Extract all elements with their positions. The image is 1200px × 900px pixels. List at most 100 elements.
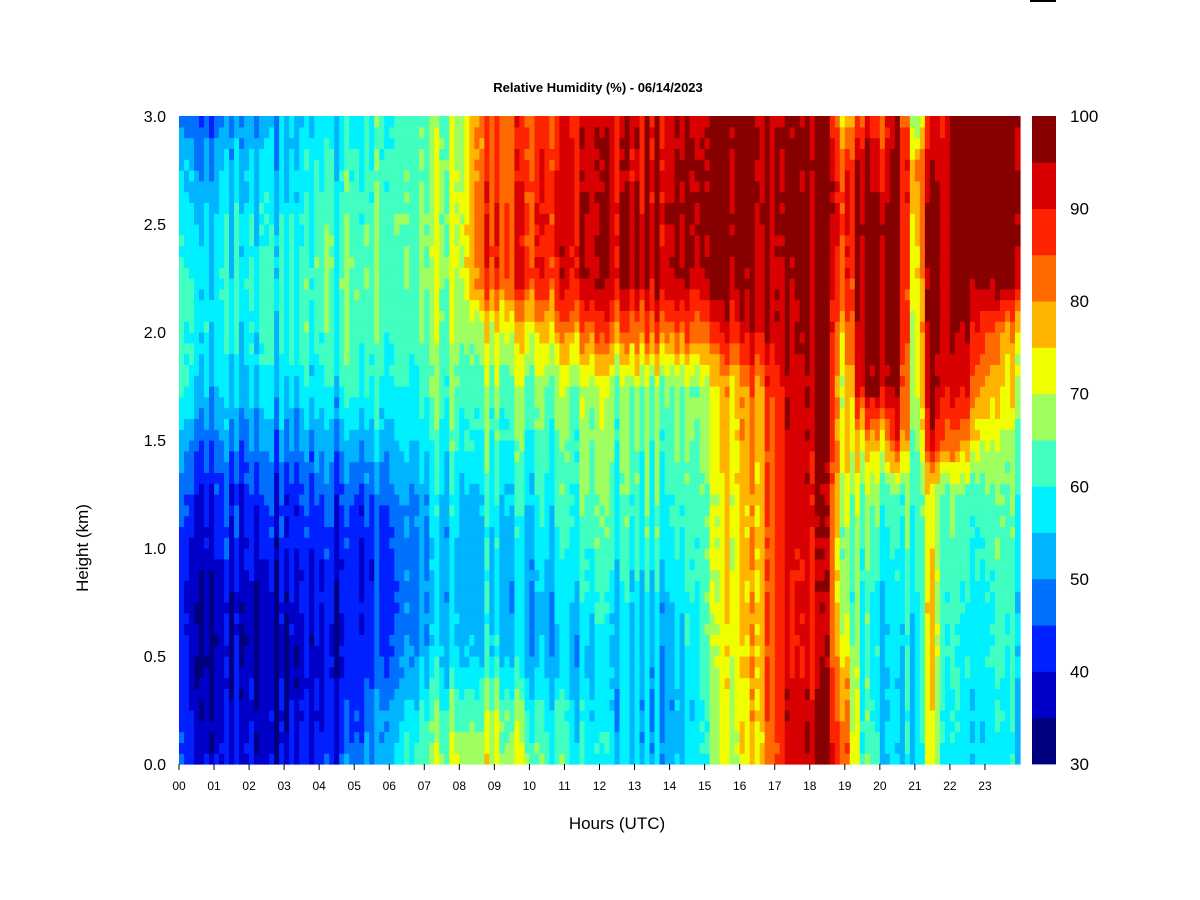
heatmap-cell — [219, 656, 225, 668]
heatmap-cell — [369, 234, 375, 247]
heatmap-cell — [214, 418, 220, 430]
heatmap-cell — [324, 213, 330, 225]
heatmap-cell — [394, 353, 400, 365]
heatmap-cell — [204, 753, 210, 765]
heatmap-cell — [389, 666, 395, 679]
heatmap-cell — [219, 677, 225, 689]
heatmap-cell — [454, 515, 460, 527]
heatmap-cell — [529, 494, 536, 506]
heatmap-cell — [539, 710, 546, 722]
heatmap-cell — [414, 148, 420, 160]
heatmap-cell — [214, 256, 220, 268]
heatmap-cell — [274, 288, 280, 301]
heatmap-cell — [284, 483, 290, 495]
heatmap-cell — [249, 623, 255, 635]
heatmap-cell — [429, 342, 435, 355]
heatmap-cell — [494, 407, 500, 419]
heatmap-cell — [274, 407, 280, 419]
heatmap-cell — [359, 569, 365, 581]
heatmap-cell — [539, 558, 546, 571]
heatmap-cell — [494, 504, 500, 517]
heatmap-cell — [299, 461, 305, 473]
heatmap-cell — [319, 159, 325, 171]
heatmap-cell — [494, 224, 500, 236]
heatmap-cell — [304, 558, 310, 571]
heatmap-cell — [354, 710, 360, 722]
heatmap-cell — [329, 418, 335, 430]
heatmap-cell — [384, 299, 390, 311]
heatmap-cell — [369, 256, 375, 268]
heatmap-cell — [184, 213, 190, 225]
heatmap-cell — [554, 299, 561, 311]
heatmap-cell — [319, 440, 325, 452]
heatmap-cell — [244, 677, 250, 689]
heatmap-cell — [334, 234, 340, 247]
heatmap-cell — [349, 666, 355, 679]
heatmap-cell — [294, 386, 300, 398]
heatmap-cell — [284, 256, 290, 268]
heatmap-cell — [234, 418, 240, 430]
heatmap-cell — [194, 288, 200, 301]
heatmap-cell — [339, 483, 345, 495]
heatmap-cell — [409, 472, 415, 484]
heatmap-cell — [504, 623, 510, 635]
heatmap-cell — [514, 699, 521, 711]
heatmap-cell — [359, 299, 365, 311]
heatmap-cell — [469, 342, 475, 355]
heatmap-cell — [554, 677, 561, 689]
heatmap-cell — [319, 612, 325, 625]
heatmap-cell — [284, 645, 290, 657]
heatmap-cell — [394, 656, 400, 668]
heatmap-cell — [269, 634, 275, 646]
heatmap-cell — [479, 364, 485, 376]
heatmap-cell — [479, 504, 485, 517]
heatmap-cell — [224, 710, 230, 722]
heatmap-cell — [354, 472, 360, 484]
heatmap-cell — [544, 310, 551, 322]
heatmap-cell — [214, 731, 220, 743]
heatmap-cell — [539, 537, 546, 549]
heatmap-cell — [304, 278, 310, 290]
heatmap-cell — [364, 191, 370, 203]
heatmap-cell — [469, 332, 475, 344]
heatmap-cell — [529, 429, 536, 441]
heatmap-cell — [209, 569, 215, 581]
heatmap-cell — [454, 656, 460, 668]
heatmap-cell — [499, 710, 505, 722]
heatmap-cell — [404, 483, 410, 495]
heatmap-cell — [559, 656, 566, 668]
heatmap-cell — [344, 569, 350, 581]
heatmap-cell — [539, 396, 546, 409]
heatmap-cell — [544, 548, 551, 560]
heatmap-cell — [194, 634, 200, 646]
heatmap-cell — [289, 612, 295, 625]
heatmap-cell — [399, 526, 405, 538]
heatmap-cell — [264, 418, 270, 430]
heatmap-cell — [309, 677, 315, 689]
heatmap-cell — [494, 299, 500, 311]
heatmap-cell — [394, 742, 400, 754]
heatmap-cell — [399, 159, 405, 171]
heatmap-cell — [419, 548, 425, 560]
heatmap-cell — [384, 267, 390, 279]
heatmap-cell — [359, 494, 365, 506]
heatmap-cell — [534, 224, 541, 236]
heatmap-cell — [399, 515, 405, 527]
heatmap-cell — [404, 720, 410, 733]
heatmap-cell — [524, 440, 531, 452]
heatmap-cell — [429, 720, 435, 733]
heatmap-cell — [339, 602, 345, 614]
heatmap-cell — [359, 504, 365, 517]
heatmap-cell — [329, 710, 335, 722]
heatmap-cell — [389, 461, 395, 473]
heatmap-cell — [439, 321, 445, 333]
heatmap-cell — [419, 483, 425, 495]
heatmap-cell — [354, 731, 360, 743]
heatmap-cell — [399, 137, 405, 149]
heatmap-cell — [504, 191, 510, 203]
heatmap-cell — [229, 245, 235, 257]
heatmap-cell — [574, 483, 581, 495]
heatmap-cell — [179, 591, 185, 603]
heatmap-cell — [364, 310, 370, 322]
heatmap-cell — [484, 461, 490, 473]
